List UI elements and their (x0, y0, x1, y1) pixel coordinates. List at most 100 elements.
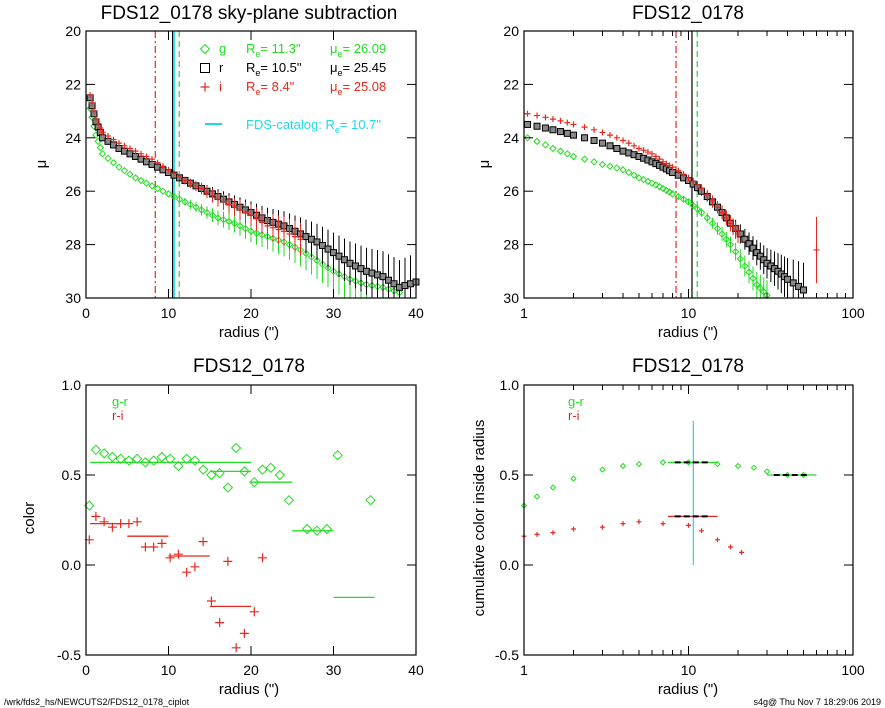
data-point-i (281, 228, 287, 235)
data-point-g (648, 179, 656, 187)
data-point-i (140, 542, 150, 552)
data-point-g (365, 494, 376, 506)
data-point-i (132, 517, 142, 527)
data-point-i (735, 230, 742, 237)
data-point-i (275, 226, 282, 233)
data-point-g (570, 475, 577, 482)
data-point-g (599, 466, 606, 473)
data-point-g (556, 147, 565, 155)
data-point-g (222, 482, 234, 493)
legend-marker-g (199, 43, 211, 55)
y-tick-label: 22 (65, 76, 81, 92)
data-point-g (335, 270, 343, 278)
data-point-r (379, 273, 387, 281)
data-point-g (734, 462, 742, 470)
data-point-g (590, 158, 598, 166)
data-point-g (674, 192, 682, 201)
data-point-i (649, 150, 656, 157)
data-point-g (164, 190, 173, 198)
data-point-i (719, 209, 726, 216)
data-point-i (198, 537, 208, 547)
data-point-g (219, 215, 228, 224)
panel-bottom-right: FDS12_0178 radius (") cumulative color i… (471, 356, 865, 698)
data-point-g (247, 227, 255, 235)
legend-sub: e (335, 125, 340, 135)
data-point-g (662, 186, 671, 195)
data-point-i (121, 142, 128, 149)
y-tick-label: 24 (503, 130, 519, 146)
chart-title: FDS12_0178 (193, 356, 305, 377)
data-point-r (313, 238, 321, 246)
data-point-g (269, 234, 277, 243)
data-point-r (390, 280, 398, 288)
data-point-i (231, 643, 241, 653)
data-point-g (131, 453, 143, 465)
data-point-g (684, 198, 693, 206)
data-point-g (541, 141, 550, 149)
data-point-g (181, 198, 189, 206)
chart-title: FDS12_0178 sky-plane subtraction (101, 3, 398, 24)
data-point-i (127, 145, 133, 152)
data-point-i (730, 223, 737, 230)
y-axis-label: μ (476, 160, 493, 169)
x-tick-label: 1 (520, 662, 528, 678)
data-point-i (90, 108, 97, 115)
x-tick-label: 20 (243, 662, 259, 678)
data-point-i (656, 156, 663, 163)
data-point-g (257, 464, 268, 475)
data-point-g (236, 222, 244, 230)
axes-frame (85, 384, 417, 656)
data-point-g (324, 264, 332, 272)
legend-r-i: r-i (112, 408, 124, 423)
data-point-r (523, 120, 531, 128)
legend-r-i: r-i (568, 408, 580, 423)
legend-mu: μe= 25.45 (330, 60, 386, 78)
y-tick-label: -0.5 (57, 647, 81, 663)
data-point-g (713, 224, 722, 233)
x-tick-label: 30 (326, 305, 342, 321)
data-point-i (704, 191, 711, 198)
data-point-i (699, 528, 705, 534)
data-point-i (157, 538, 167, 548)
data-point-g (613, 164, 621, 172)
data-point-r (533, 122, 541, 130)
legend-value: = 25.08 (343, 79, 387, 94)
data-point-i (607, 132, 614, 139)
data-point-i (259, 219, 265, 226)
x-tick-label: 40 (408, 662, 424, 678)
data-point-g (668, 190, 677, 198)
data-point-i (154, 159, 161, 166)
data-point-i (570, 121, 577, 128)
data-point-i (173, 549, 183, 559)
data-point-i (132, 148, 139, 155)
data-point-r (541, 124, 549, 132)
data-point-i (182, 177, 188, 184)
data-point-r (795, 282, 803, 290)
data-point-r (799, 286, 807, 294)
data-point-g (533, 137, 541, 146)
data-point-i (686, 522, 691, 528)
data-point-g (115, 453, 126, 465)
data-point-g (659, 184, 667, 193)
legend-value: = 10.7" (340, 117, 382, 132)
data-point-g (186, 200, 195, 209)
legend-value: = 10.5" (260, 60, 302, 75)
y-tick-label: 0.0 (500, 557, 520, 573)
data-point-i (534, 112, 541, 119)
x-tick-label: 100 (841, 662, 865, 678)
data-point-i (524, 110, 531, 117)
data-point-g (625, 168, 633, 177)
data-point-i (116, 140, 122, 147)
x-axis-label: radius (") (219, 681, 279, 698)
data-point-g (206, 469, 217, 481)
data-point-i (99, 517, 109, 527)
data-point-g (332, 449, 343, 461)
data-point-r (319, 241, 326, 249)
footer-path: /wrk/fds2_hs/NEWCUTS2/FDS12_0178_ciplot (4, 697, 190, 707)
data-point-g (148, 455, 159, 466)
data-point-g (249, 476, 260, 488)
data-point-g (148, 182, 156, 190)
data-point-g (549, 484, 557, 491)
y-tick-label: 1.0 (500, 377, 520, 393)
data-point-i (99, 129, 106, 136)
